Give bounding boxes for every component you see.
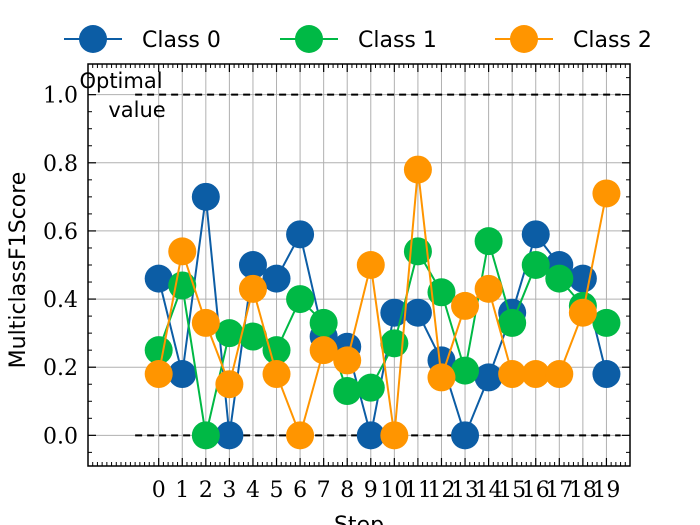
reference-label-line: value: [108, 98, 165, 122]
data-point: [521, 220, 550, 249]
series-class-1: [144, 227, 621, 450]
data-point: [238, 251, 267, 279]
data-point: [498, 360, 527, 389]
data-point: [144, 360, 173, 389]
data-point: [309, 308, 338, 337]
data-point: [403, 298, 432, 327]
data-point: [427, 278, 456, 307]
x-tick-label: 2: [199, 478, 213, 503]
data-point: [168, 360, 197, 389]
data-point: [191, 421, 220, 450]
data-point: [474, 227, 503, 256]
data-point: [474, 274, 503, 303]
legend-item: Class 0: [64, 25, 221, 53]
legend-marker: [79, 25, 107, 53]
data-point: [262, 264, 291, 293]
data-point: [262, 336, 291, 365]
data-point: [451, 291, 480, 320]
data-point: [545, 264, 574, 293]
x-tick-label: 19: [592, 478, 620, 503]
series-layer: [144, 155, 621, 450]
x-tick-label: 7: [317, 478, 331, 503]
y-tick-label: 0.2: [43, 356, 78, 381]
data-point: [451, 356, 480, 385]
x-tick-label: 14: [475, 478, 503, 503]
reference-label-line: Optimal: [79, 69, 162, 93]
data-point: [568, 264, 597, 293]
data-point: [215, 319, 244, 348]
x-tick-label: 11: [404, 478, 432, 503]
data-point: [238, 322, 267, 351]
x-tick-label: 8: [340, 478, 354, 503]
data-point: [545, 360, 574, 389]
data-point: [451, 421, 480, 450]
data-point: [215, 421, 244, 450]
axis-ticks: 0 1 2 3 4 5 6 7 8 9 101112131415161718190.00.20.40…: [43, 64, 631, 503]
y-tick-label: 0.6: [43, 220, 78, 245]
data-point: [427, 363, 456, 392]
x-tick-label: 17: [545, 478, 573, 503]
y-tick-label: 0.0: [43, 424, 78, 449]
data-point: [568, 298, 597, 327]
y-tick-label: 0.8: [43, 152, 78, 177]
data-point: [286, 421, 315, 450]
legend-item: Class 2: [495, 25, 652, 53]
series-class-2: [144, 155, 621, 450]
x-tick-label: 5: [270, 478, 284, 503]
legend-label: Class 1: [358, 28, 437, 53]
x-tick-label: 15: [498, 478, 526, 503]
data-point: [168, 271, 197, 300]
data-point: [403, 155, 432, 184]
data-point: [356, 251, 385, 279]
data-point: [286, 220, 315, 249]
reference-labels: Optimal value: [79, 69, 165, 122]
data-point: [333, 377, 362, 406]
data-point: [592, 360, 621, 389]
data-point: [474, 363, 503, 392]
data-point: [144, 336, 173, 365]
x-tick-label: 4: [246, 478, 260, 503]
data-point: [309, 336, 338, 365]
data-point: [144, 264, 173, 293]
data-point: [191, 182, 220, 211]
x-tick-label: 13: [451, 478, 479, 503]
x-tick-label: 6: [293, 478, 307, 503]
y-axis-label: MulticlassF1Score: [6, 172, 31, 369]
data-point: [521, 251, 550, 279]
data-point: [592, 179, 621, 208]
data-point: [262, 360, 291, 389]
data-point: [356, 421, 385, 450]
data-point: [333, 346, 362, 375]
x-tick-label: 12: [427, 478, 455, 503]
legend-item: Class 1: [280, 25, 437, 53]
legend-marker: [510, 25, 538, 53]
legend: Class 0 Class 1 Class 2: [64, 25, 652, 53]
data-point: [286, 285, 315, 314]
data-point: [592, 308, 621, 337]
x-tick-label: 18: [569, 478, 597, 503]
legend-label: Class 2: [573, 28, 652, 53]
legend-label: Class 0: [142, 28, 221, 53]
data-point: [380, 421, 409, 450]
x-axis-label: Step: [334, 513, 384, 525]
data-point: [238, 274, 267, 303]
data-point: [521, 360, 550, 389]
data-point: [356, 373, 385, 402]
y-tick-label: 1.0: [43, 84, 78, 109]
x-tick-label: 10: [380, 478, 408, 503]
data-point: [168, 237, 197, 266]
y-tick-label: 0.4: [43, 288, 78, 313]
x-tick-label: 16: [522, 478, 550, 503]
legend-marker: [295, 25, 323, 53]
x-tick-label: 9: [364, 478, 378, 503]
data-point: [215, 370, 244, 399]
x-tick-label: 0: [152, 478, 166, 503]
data-point: [498, 308, 527, 337]
x-tick-label: 1: [175, 478, 189, 503]
data-point: [191, 308, 220, 337]
x-tick-label: 3: [222, 478, 236, 503]
